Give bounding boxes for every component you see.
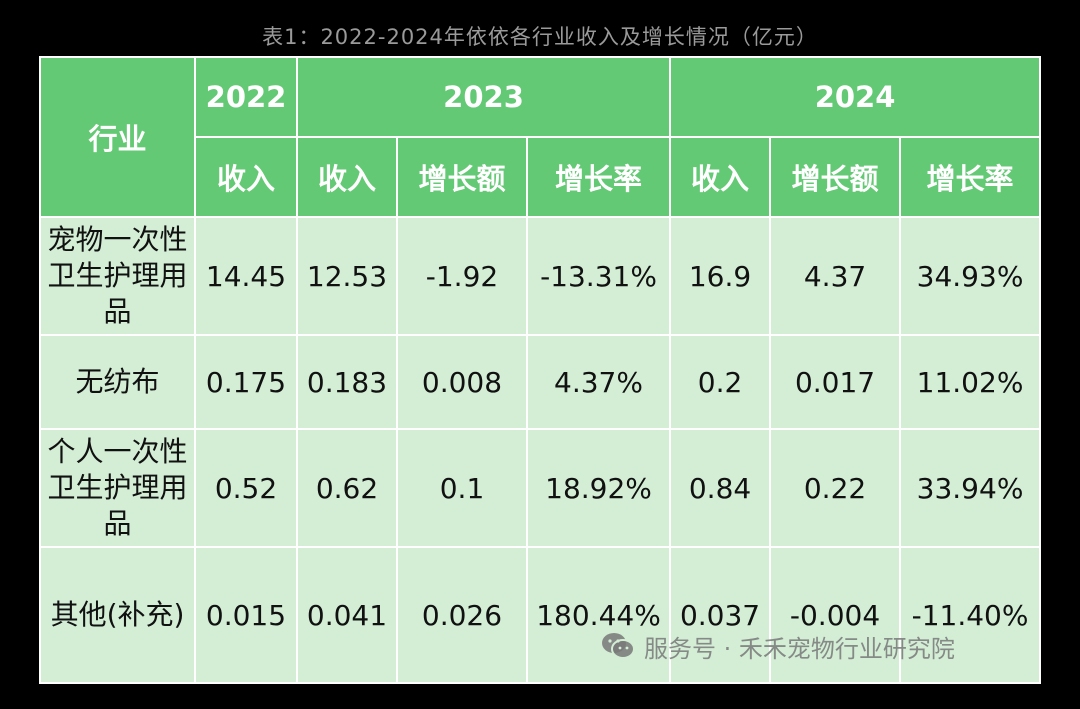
table-cell: 4.37% bbox=[525, 334, 672, 430]
table-cell: 4.37 bbox=[769, 216, 902, 336]
table-cell: 33.94% bbox=[899, 428, 1042, 548]
table-cell: 0.017 bbox=[769, 334, 902, 430]
header-industry: 行业 bbox=[39, 56, 196, 218]
header-year-2023: 2023 bbox=[295, 56, 672, 138]
header-metric: 增长率 bbox=[525, 136, 672, 218]
table-cell: 0.015 bbox=[194, 546, 298, 684]
table-cell: 12.53 bbox=[296, 216, 398, 336]
table-cell: -1.92 bbox=[396, 216, 528, 336]
table-caption: 表1：2022-2024年依依各行业收入及增长情况（亿元） bbox=[262, 25, 818, 49]
header-metric: 增长额 bbox=[396, 136, 528, 218]
revenue-table: 行业 2022 2023 2024 收入 收入 增长额 增长率 收入 增长额 增… bbox=[39, 56, 1042, 684]
table-cell: 34.93% bbox=[899, 216, 1042, 336]
table-cell: 11.02% bbox=[899, 334, 1042, 430]
watermark-text: 服务号 · 禾禾宠物行业研究院 bbox=[644, 634, 955, 663]
row-label: 无纺布 bbox=[39, 334, 196, 430]
table-cell: 18.92% bbox=[525, 428, 672, 548]
header-row-years: 行业 2022 2023 2024 bbox=[39, 56, 1042, 218]
table-cell: 0.84 bbox=[669, 428, 772, 548]
header-year-2024: 2024 bbox=[669, 56, 1042, 138]
wechat-icon bbox=[602, 633, 635, 659]
table-cell: 16.9 bbox=[669, 216, 772, 336]
header-metric: 收入 bbox=[194, 136, 298, 218]
table-row: 个人一次性卫生护理用品 0.52 0.62 0.1 18.92% 0.84 0.… bbox=[39, 428, 1042, 548]
header-year-2022: 2022 bbox=[194, 56, 298, 138]
table-cell: -0.004 bbox=[769, 546, 902, 684]
table-cell: 0.175 bbox=[194, 334, 298, 430]
table-cell: 0.1 bbox=[396, 428, 528, 548]
table-cell: 0.026 bbox=[396, 546, 528, 684]
row-label: 个人一次性卫生护理用品 bbox=[39, 428, 196, 548]
table-cell: 180.44% bbox=[525, 546, 672, 684]
table-row: 其他(补充) 0.015 0.041 0.026 180.44% 0.037 -… bbox=[39, 546, 1042, 684]
row-label: 其他(补充) bbox=[39, 546, 196, 684]
table-cell: 0.62 bbox=[296, 428, 398, 548]
table-cell: -11.40% bbox=[899, 546, 1042, 684]
header-row-metrics: 收入 收入 增长额 增长率 收入 增长额 增长率 bbox=[40, 136, 1042, 218]
watermark: 服务号 · 禾禾宠物行业研究院 bbox=[600, 626, 955, 666]
header-metric: 增长额 bbox=[769, 136, 902, 218]
header-metric: 增长率 bbox=[899, 136, 1042, 218]
table-cell: 0.041 bbox=[296, 546, 398, 684]
header-metric: 收入 bbox=[296, 136, 398, 218]
table-cell: 0.008 bbox=[396, 334, 528, 430]
row-label: 宠物一次性卫生护理用品 bbox=[39, 216, 196, 336]
table-cell: 14.45 bbox=[194, 216, 298, 336]
table-cell: 0.22 bbox=[769, 428, 902, 548]
table-row: 宠物一次性卫生护理用品 14.45 12.53 -1.92 -13.31% 16… bbox=[39, 216, 1042, 336]
header-metric: 收入 bbox=[669, 136, 772, 218]
table-cell: -13.31% bbox=[525, 216, 672, 336]
table-cell: 0.183 bbox=[296, 334, 398, 430]
table-row: 无纺布 0.175 0.183 0.008 4.37% 0.2 0.017 11… bbox=[39, 334, 1042, 430]
table-cell: 0.037 bbox=[669, 546, 772, 684]
table-cell: 0.52 bbox=[194, 428, 298, 548]
table-cell: 0.2 bbox=[669, 334, 772, 430]
